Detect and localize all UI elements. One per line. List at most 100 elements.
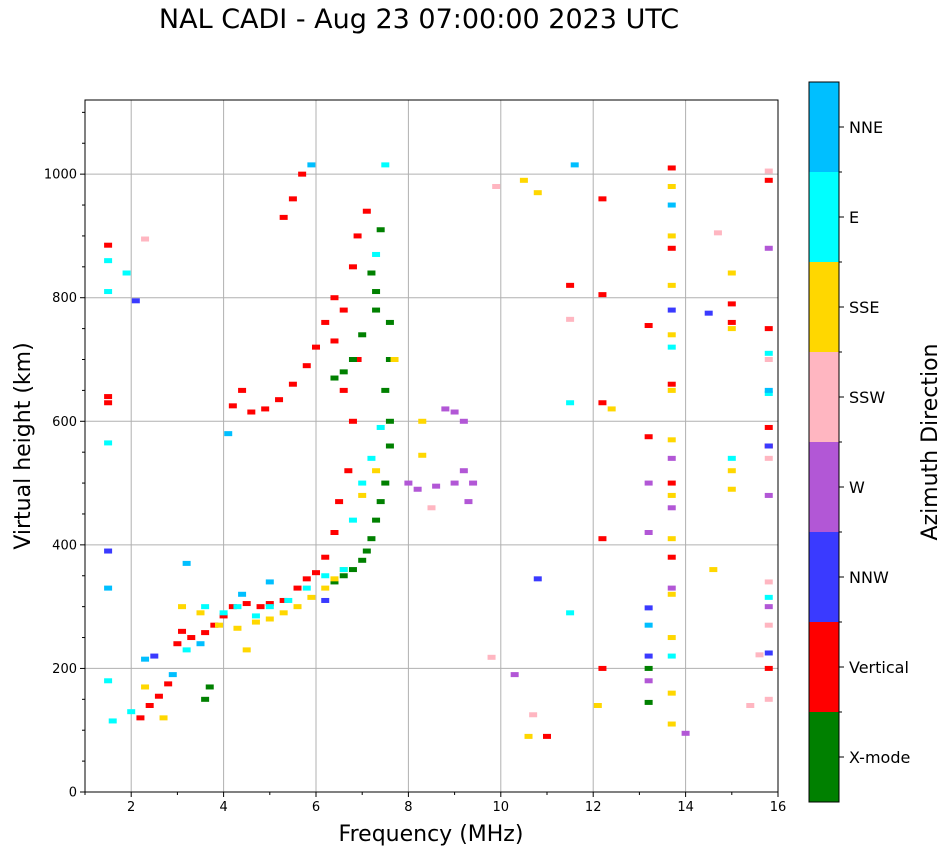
data-point-vertical — [543, 733, 551, 739]
x-axis-label: Frequency (MHz) — [339, 822, 524, 847]
data-point-e — [566, 400, 575, 406]
data-point-ssw — [746, 703, 755, 708]
data-point-vertical — [164, 681, 173, 687]
data-point-e — [348, 517, 357, 523]
data-point-vertical — [344, 468, 353, 474]
data-point-sse — [178, 604, 187, 610]
data-point-w — [450, 409, 459, 415]
data-point-ssw — [764, 455, 773, 461]
colorbar-segment — [809, 352, 839, 442]
data-point-w — [450, 480, 459, 486]
data-point-w — [441, 406, 450, 412]
data-point-vertical — [104, 242, 113, 248]
data-point-vertical — [339, 307, 348, 313]
data-point-sse — [667, 635, 676, 641]
data-point-w — [510, 672, 519, 678]
data-point-vertical — [201, 630, 210, 636]
data-point-ssw — [492, 184, 501, 189]
data-point-vertical — [727, 319, 736, 325]
data-point-e — [764, 350, 773, 356]
data-point-sse — [242, 647, 251, 653]
data-point-sse — [233, 625, 242, 631]
data-point-x-mode — [201, 696, 210, 702]
data-point-e — [201, 604, 210, 610]
data-point-e — [302, 585, 311, 591]
data-point-ssw — [713, 230, 722, 236]
x-tick-label: 6 — [312, 800, 320, 815]
data-point-nne — [168, 672, 177, 678]
data-point-x-mode — [376, 227, 385, 233]
data-point-nnw — [131, 298, 140, 304]
data-point-e — [104, 678, 113, 684]
data-point-e — [104, 258, 113, 264]
data-point-sse — [667, 690, 676, 696]
data-point-sse — [667, 721, 676, 727]
data-point-vertical — [302, 576, 311, 582]
data-point-vertical — [598, 196, 607, 202]
colorbar-segment — [809, 82, 839, 172]
x-tick-label: 2 — [127, 800, 135, 815]
data-point-sse — [727, 326, 736, 332]
data-point-vertical — [598, 292, 607, 298]
data-point-vertical — [330, 295, 339, 301]
data-point-ssw — [529, 712, 538, 718]
data-point-vertical — [288, 196, 297, 202]
data-point-x-mode — [385, 319, 394, 325]
data-point-vertical — [598, 536, 607, 542]
colorbar-tick-label: SSW — [849, 388, 885, 407]
colorbar-segment — [809, 532, 839, 622]
data-point-x-mode — [362, 548, 371, 554]
data-point-e — [667, 653, 676, 659]
data-point-nnw — [321, 597, 330, 603]
data-point-w — [469, 480, 478, 486]
data-point-w — [764, 245, 773, 251]
data-point-vertical — [145, 703, 154, 708]
data-point-vertical — [348, 264, 357, 270]
colorbar-segment — [809, 712, 839, 802]
data-point-e — [667, 344, 676, 350]
data-point-vertical — [566, 282, 575, 288]
colorbar-frame — [808, 81, 840, 803]
data-point-e — [284, 597, 293, 603]
y-tick-label: 0 — [69, 786, 77, 801]
data-point-sse — [372, 468, 381, 474]
data-point-e — [764, 594, 773, 600]
x-tick-label: 16 — [770, 800, 787, 815]
data-point-w — [459, 418, 468, 424]
data-point-sse — [418, 452, 427, 458]
data-point-vertical — [764, 665, 773, 671]
data-point-sse — [307, 594, 316, 600]
data-point-vertical — [312, 344, 320, 350]
data-point-e — [233, 604, 242, 610]
data-point-sse — [390, 357, 399, 362]
data-point-nnw — [764, 650, 773, 656]
colorbar-label: Azimuth Direction — [918, 343, 943, 540]
data-point-w — [764, 604, 773, 610]
data-point-sse — [727, 486, 736, 492]
colorbar-tick-label: NNE — [849, 118, 883, 137]
data-point-sse — [265, 616, 274, 622]
data-point-nne — [104, 585, 113, 591]
data-point-ssw — [764, 696, 773, 702]
data-point-nne — [224, 431, 233, 437]
data-point-sse — [727, 270, 736, 276]
data-point-e — [764, 390, 773, 396]
data-point-sse — [709, 567, 718, 573]
data-point-vertical — [298, 171, 307, 177]
data-point-sse — [667, 591, 676, 597]
data-point-e — [367, 455, 376, 461]
data-point-vertical — [154, 693, 163, 699]
data-point-sse — [141, 684, 150, 690]
data-point-vertical — [104, 394, 113, 400]
data-point-sse — [293, 604, 302, 610]
data-point-ssw — [141, 236, 150, 242]
data-point-vertical — [178, 628, 187, 634]
data-point-vertical — [242, 601, 251, 607]
data-point-sse — [251, 619, 260, 625]
data-point-vertical — [279, 597, 288, 603]
data-point-nnw — [644, 605, 653, 611]
data-point-vertical — [667, 480, 676, 486]
y-tick-label: 400 — [52, 538, 77, 553]
data-point-x-mode — [367, 536, 376, 542]
